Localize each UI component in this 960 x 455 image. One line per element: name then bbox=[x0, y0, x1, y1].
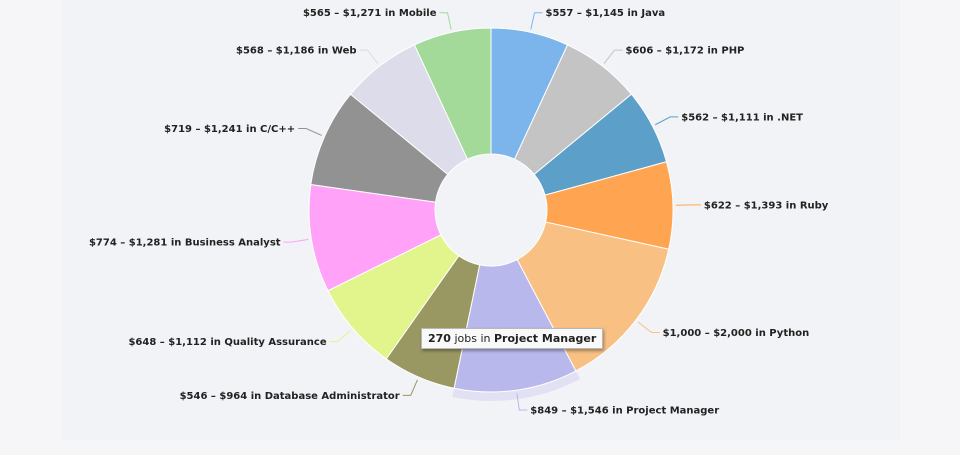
label-php: $606 – $1,172 in PHP bbox=[625, 46, 744, 57]
slice-mobile[interactable] bbox=[413, 27, 492, 160]
slice-python[interactable] bbox=[516, 221, 670, 372]
tooltip-unit-text: jobs in bbox=[454, 332, 491, 345]
connector-mobile bbox=[439, 12, 452, 30]
label-business-analyst: $774 – $1,281 in Business Analyst bbox=[89, 238, 281, 249]
slice-halo-project-manager bbox=[452, 370, 581, 402]
connector-database-administrator bbox=[402, 379, 418, 396]
tooltip-count: 270 bbox=[428, 332, 451, 345]
label-web: $568 – $1,186 in Web bbox=[236, 46, 357, 57]
connector-python bbox=[637, 321, 660, 333]
connector-quality-assurance bbox=[329, 330, 351, 342]
slice-project-manager[interactable] bbox=[453, 258, 577, 393]
connector-php bbox=[603, 49, 623, 64]
label-quality-assurance: $648 – $1,112 in Quality Assurance bbox=[128, 337, 326, 348]
label-java: $557 – $1,145 in Java bbox=[546, 8, 666, 19]
label-database-administrator: $546 – $964 in Database Administrator bbox=[180, 391, 400, 402]
connector-business-analyst bbox=[283, 238, 309, 243]
tooltip-category: Project Manager bbox=[494, 332, 597, 345]
label-net: $562 – $1,111 in .NET bbox=[681, 112, 803, 123]
connector-project-manager bbox=[516, 393, 528, 411]
label-mobile: $565 – $1,271 in Mobile bbox=[303, 8, 437, 19]
label-ruby: $622 – $1,393 in Ruby bbox=[704, 200, 829, 211]
connector-net bbox=[654, 116, 679, 126]
connector-web bbox=[359, 49, 379, 64]
label-project-manager: $849 – $1,546 in Project Manager bbox=[530, 406, 719, 417]
connector-java bbox=[530, 12, 543, 30]
label-python: $1,000 – $2,000 in Python bbox=[663, 328, 810, 339]
chart-tooltip: 270 jobs in Project Manager bbox=[421, 328, 604, 349]
connector-c-c bbox=[298, 128, 322, 136]
label-c-c: $719 – $1,241 in C/C++ bbox=[164, 124, 295, 135]
